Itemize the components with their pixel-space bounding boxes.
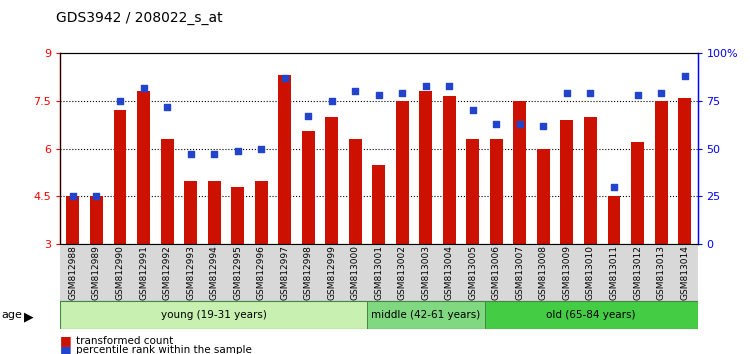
Bar xyxy=(231,187,244,244)
Point xyxy=(137,85,149,90)
Point xyxy=(538,123,550,129)
Point xyxy=(679,73,691,79)
Bar xyxy=(60,301,367,329)
Text: GSM812996: GSM812996 xyxy=(256,245,265,300)
Text: GDS3942 / 208022_s_at: GDS3942 / 208022_s_at xyxy=(56,11,223,25)
Point xyxy=(514,121,526,127)
Text: transformed count: transformed count xyxy=(76,336,174,346)
Bar xyxy=(560,120,574,244)
Text: percentile rank within the sample: percentile rank within the sample xyxy=(76,346,252,354)
Text: middle (42-61 years): middle (42-61 years) xyxy=(371,310,481,320)
Text: GSM813006: GSM813006 xyxy=(492,245,501,301)
Bar xyxy=(349,139,361,244)
Point xyxy=(67,194,79,199)
Point xyxy=(466,108,478,113)
Point xyxy=(373,92,385,98)
Bar xyxy=(278,75,291,244)
Text: GSM813009: GSM813009 xyxy=(562,245,572,301)
Point xyxy=(420,83,432,88)
Point xyxy=(255,146,267,152)
Bar xyxy=(608,196,620,244)
Point xyxy=(584,90,596,96)
Bar xyxy=(442,96,456,244)
Text: GSM812994: GSM812994 xyxy=(209,245,218,300)
Bar xyxy=(90,196,103,244)
Text: GSM813013: GSM813013 xyxy=(656,245,665,301)
Text: GSM813007: GSM813007 xyxy=(515,245,524,301)
Text: GSM813001: GSM813001 xyxy=(374,245,383,301)
Text: GSM813008: GSM813008 xyxy=(539,245,548,301)
Point xyxy=(232,148,244,153)
Bar xyxy=(255,181,268,244)
Bar xyxy=(514,101,526,244)
Text: ■: ■ xyxy=(60,334,72,347)
Text: GSM812997: GSM812997 xyxy=(280,245,290,300)
Text: GSM813002: GSM813002 xyxy=(398,245,406,300)
Point xyxy=(114,98,126,104)
Bar xyxy=(137,91,150,244)
Point xyxy=(561,90,573,96)
Bar xyxy=(396,101,409,244)
Bar xyxy=(678,98,691,244)
Bar xyxy=(160,139,173,244)
Point xyxy=(632,92,644,98)
Point xyxy=(302,113,314,119)
Text: GSM812995: GSM812995 xyxy=(233,245,242,300)
Text: GSM812988: GSM812988 xyxy=(68,245,77,300)
Text: GSM813014: GSM813014 xyxy=(680,245,689,300)
Text: GSM813004: GSM813004 xyxy=(445,245,454,300)
Point xyxy=(184,152,196,157)
Bar xyxy=(208,181,220,244)
Text: GSM812992: GSM812992 xyxy=(163,245,172,300)
Bar xyxy=(372,165,386,244)
Bar xyxy=(326,117,338,244)
Text: GSM813010: GSM813010 xyxy=(586,245,595,301)
Text: GSM813011: GSM813011 xyxy=(610,245,619,301)
Text: GSM812989: GSM812989 xyxy=(92,245,101,300)
Bar xyxy=(466,139,479,244)
Text: ■: ■ xyxy=(60,344,72,354)
Text: GSM813000: GSM813000 xyxy=(351,245,360,301)
Bar xyxy=(367,301,485,329)
Bar xyxy=(113,110,127,244)
Text: GSM813003: GSM813003 xyxy=(422,245,430,301)
Bar xyxy=(584,117,597,244)
Point xyxy=(208,152,220,157)
Text: young (19-31 years): young (19-31 years) xyxy=(160,310,266,320)
Point xyxy=(279,75,291,81)
Bar xyxy=(631,142,644,244)
Text: GSM812993: GSM812993 xyxy=(186,245,195,300)
Point xyxy=(161,104,173,109)
Point xyxy=(490,121,502,127)
Text: old (65-84 years): old (65-84 years) xyxy=(547,310,636,320)
Text: age: age xyxy=(2,310,22,320)
Bar xyxy=(302,131,315,244)
Point xyxy=(608,184,620,190)
Point xyxy=(91,194,103,199)
Point xyxy=(396,90,408,96)
Bar xyxy=(655,101,668,244)
Point xyxy=(655,90,667,96)
Bar xyxy=(490,139,502,244)
Text: GSM813012: GSM813012 xyxy=(633,245,642,300)
Text: GSM813005: GSM813005 xyxy=(468,245,477,301)
Bar xyxy=(184,181,197,244)
Text: GSM812991: GSM812991 xyxy=(139,245,148,300)
Text: GSM812990: GSM812990 xyxy=(116,245,124,300)
Text: ▶: ▶ xyxy=(24,310,34,323)
Text: GSM812999: GSM812999 xyxy=(327,245,336,300)
Point xyxy=(443,83,455,88)
Text: GSM812998: GSM812998 xyxy=(304,245,313,300)
Bar xyxy=(537,149,550,244)
Bar xyxy=(67,196,80,244)
Point xyxy=(326,98,338,104)
Bar xyxy=(419,91,432,244)
Point xyxy=(350,88,361,94)
Bar xyxy=(485,301,698,329)
